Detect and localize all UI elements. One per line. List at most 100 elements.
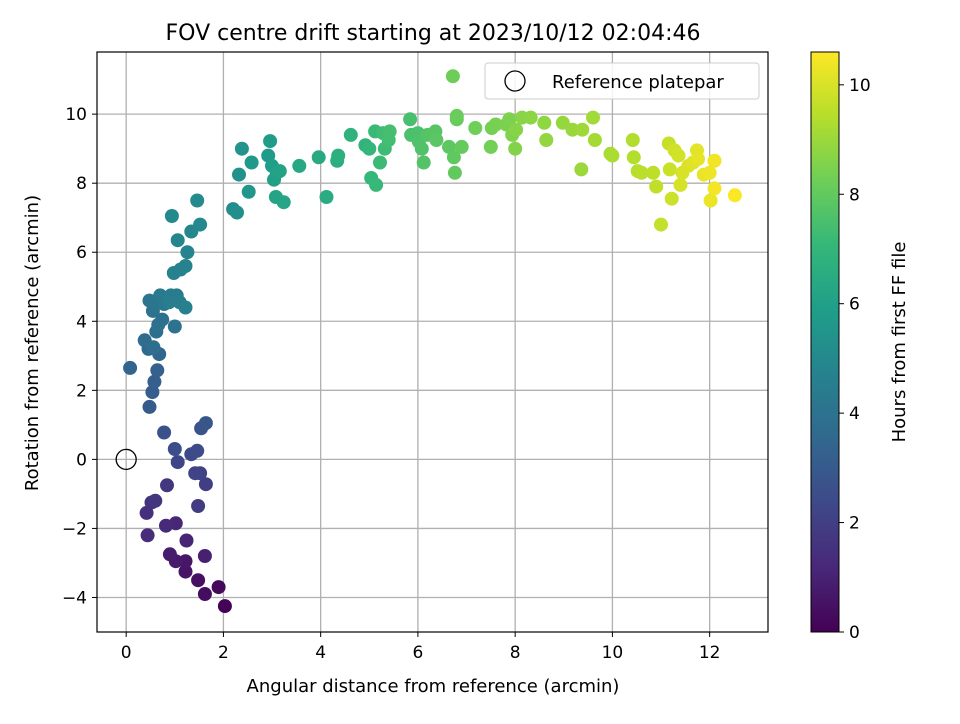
data-point (178, 259, 193, 273)
x-axis-label: Angular distance from reference (arcmin) (247, 676, 620, 697)
data-point (605, 148, 620, 163)
data-point (454, 139, 469, 154)
y-tick-label: 0 (76, 450, 87, 470)
x-tick-label: 8 (510, 643, 521, 663)
x-tick-label: 10 (602, 643, 624, 663)
x-tick-label: 0 (121, 643, 132, 663)
data-point (160, 478, 174, 493)
y-tick-label: 10 (65, 105, 87, 125)
data-point (123, 360, 138, 375)
data-point (180, 245, 195, 260)
data-point (662, 162, 677, 177)
colorbar-tick-label: 2 (849, 514, 860, 534)
data-point (272, 164, 287, 179)
y-tick-label: 8 (76, 174, 87, 194)
data-point (403, 112, 418, 127)
data-point (343, 127, 358, 142)
data-point (190, 193, 205, 208)
reference-platepar-marker (115, 448, 137, 471)
data-point (197, 587, 212, 601)
data-point (197, 549, 212, 563)
data-points (123, 69, 742, 614)
data-point (230, 205, 244, 220)
data-point (625, 133, 640, 147)
data-point (555, 115, 570, 130)
data-point (292, 158, 307, 173)
data-point (703, 193, 718, 208)
colorbar-ticks: 0 2 4 6 8 10 (839, 76, 871, 643)
colorbar-tick-label: 0 (849, 623, 860, 643)
data-point (502, 112, 517, 127)
data-point (167, 442, 182, 456)
data-point (234, 141, 249, 156)
data-point (671, 148, 686, 163)
data-point (178, 554, 193, 569)
data-point (446, 150, 461, 165)
plot-frame (96, 51, 769, 633)
y-tick-label: 2 (76, 381, 87, 401)
data-point (369, 177, 384, 192)
data-point (142, 399, 157, 414)
data-point (178, 300, 193, 315)
x-tick-label: 6 (412, 643, 423, 663)
x-tick-label: 4 (315, 643, 326, 663)
y-tick-label: −4 (62, 588, 87, 608)
data-point (537, 115, 552, 130)
y-tick-label: 6 (76, 243, 87, 263)
data-point (445, 69, 460, 84)
data-point (164, 209, 179, 223)
data-point (523, 110, 538, 125)
data-point (664, 191, 679, 206)
data-point (145, 385, 160, 400)
data-point (691, 152, 705, 166)
data-point (276, 195, 291, 210)
data-point (509, 122, 524, 137)
y-tick-label: 4 (76, 312, 87, 332)
data-point (702, 165, 717, 180)
data-point (179, 533, 194, 548)
data-point (673, 177, 688, 192)
data-point (727, 188, 742, 203)
data-point (198, 477, 213, 492)
data-point (162, 547, 177, 562)
data-point (565, 122, 580, 137)
data-point (211, 580, 226, 595)
data-point (148, 493, 163, 508)
y-axis-label: Rotation from reference (arcmin) (22, 195, 43, 491)
y-tick-label: −2 (62, 519, 87, 539)
colorbar-tick-label: 10 (849, 76, 871, 96)
data-point (159, 518, 173, 533)
colorbar (810, 51, 840, 633)
data-point (442, 139, 456, 154)
legend-frame (484, 62, 760, 100)
data-point (150, 363, 165, 378)
x-tick-label: 12 (699, 643, 721, 663)
data-point (449, 108, 464, 123)
data-point (170, 455, 185, 470)
colorbar-tick-label: 6 (849, 295, 860, 315)
data-point (331, 148, 346, 163)
data-point (429, 133, 444, 147)
data-point (244, 155, 259, 170)
reference-marker-layer (115, 448, 137, 471)
legend: Reference platepar (484, 62, 760, 100)
data-point (488, 117, 503, 132)
data-point (190, 443, 205, 458)
data-point (586, 110, 600, 125)
data-point (232, 167, 246, 182)
data-point (373, 155, 387, 170)
data-point (167, 319, 182, 334)
data-point (508, 141, 523, 156)
data-point (191, 499, 206, 513)
data-point (162, 295, 176, 310)
data-point (416, 155, 431, 170)
data-point (587, 133, 602, 147)
data-point (649, 179, 664, 194)
data-point (646, 165, 661, 180)
data-point (241, 184, 256, 199)
x-tick-label: 2 (218, 643, 229, 663)
data-point (483, 139, 498, 154)
colorbar-tick-label: 4 (849, 404, 860, 424)
data-point (139, 505, 154, 520)
